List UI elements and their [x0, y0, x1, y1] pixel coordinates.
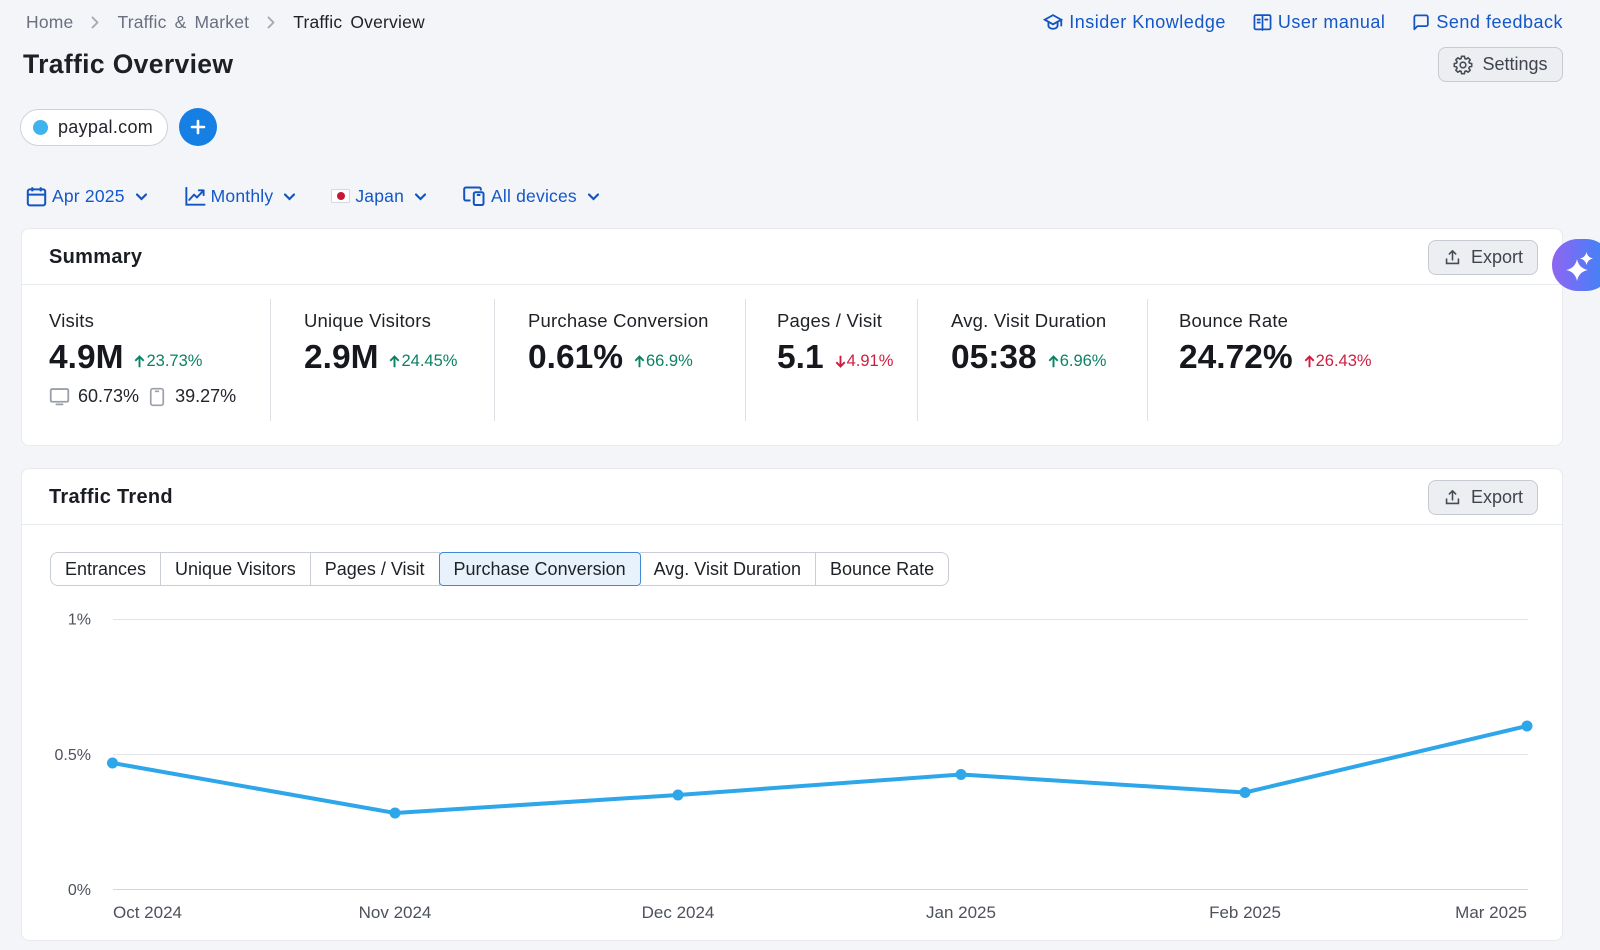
svg-text:0.5%: 0.5%: [55, 747, 91, 764]
svg-text:Dec 2024: Dec 2024: [642, 903, 715, 922]
svg-text:0%: 0%: [68, 882, 91, 899]
svg-text:Feb 2025: Feb 2025: [1209, 903, 1281, 922]
svg-text:Oct 2024: Oct 2024: [113, 903, 182, 922]
svg-text:Nov 2024: Nov 2024: [359, 903, 432, 922]
svg-text:Mar 2025: Mar 2025: [1455, 903, 1527, 922]
svg-text:Jan 2025: Jan 2025: [926, 903, 996, 922]
svg-text:1%: 1%: [68, 612, 91, 629]
